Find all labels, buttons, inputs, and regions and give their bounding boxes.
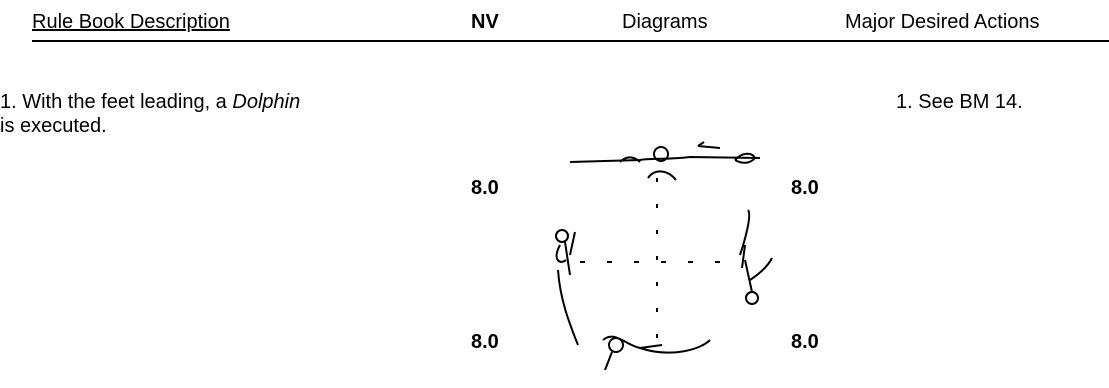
description-emphasis: Dolphin	[232, 91, 301, 113]
nv-value: 8.0	[471, 331, 499, 353]
nv-value: 8.0	[791, 331, 819, 353]
figure-top-line	[569, 155, 761, 163]
header-nv: NV	[471, 11, 499, 33]
header-rule	[32, 40, 1109, 42]
action: 1. See BM 14.	[896, 91, 1023, 113]
figure-left-head	[555, 229, 569, 243]
description: 1. With the feet leading, a Dolphin	[0, 90, 300, 114]
nv-value: 8.0	[791, 177, 819, 199]
header-description: Rule Book Description	[32, 11, 230, 33]
figure-right-head	[745, 291, 759, 305]
arrow-top	[697, 141, 721, 149]
figure-bottom-body	[602, 335, 711, 371]
nv-value: 8.0	[471, 177, 499, 199]
figure-left-body	[555, 231, 579, 346]
header-diagrams: Diagrams	[622, 11, 708, 33]
figure-right-body	[739, 209, 773, 293]
figure-top-body	[619, 152, 757, 164]
header-actions: Major Desired Actions	[845, 11, 1040, 33]
description-lead: 1. With the feet leading, a	[0, 91, 233, 113]
arrow-top-curve	[647, 170, 677, 181]
figure-top-head	[653, 146, 669, 162]
description-tail: is executed.	[0, 115, 107, 137]
